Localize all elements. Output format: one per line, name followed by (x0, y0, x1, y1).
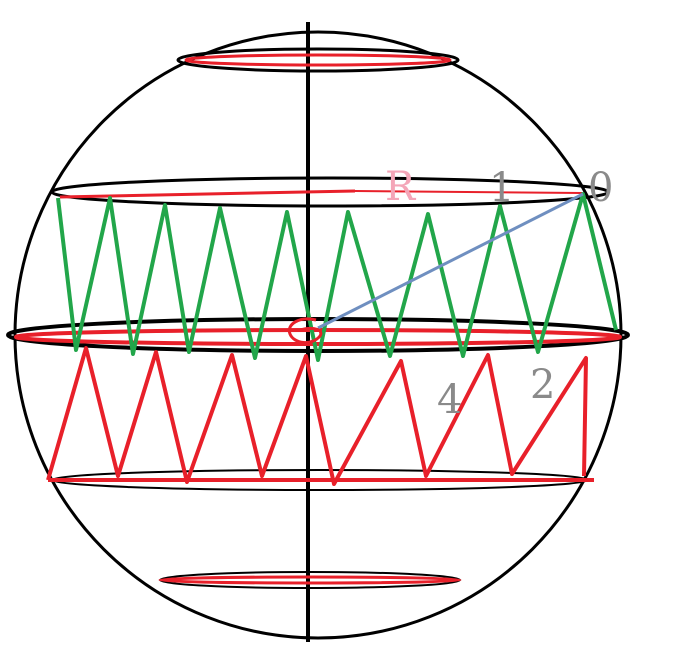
label-point-2: 2 (530, 362, 555, 408)
latitude-bottom-red (158, 575, 462, 585)
radius-line (317, 192, 584, 330)
latitude-upper-red (59, 189, 356, 199)
center-mark (287, 317, 323, 344)
sphere-outline (13, 30, 623, 640)
green-zigzag (56, 192, 618, 362)
latitude-upper-red-right (354, 190, 583, 194)
label-radius: R (385, 164, 417, 210)
latitude-top-red (184, 53, 452, 67)
latitude-upper (50, 176, 610, 208)
label-point-0: 0 (588, 165, 613, 211)
latitude-top (176, 47, 460, 73)
red-zigzag (46, 346, 588, 486)
label-point-1: 1 (489, 165, 514, 211)
label-point-4: 4 (437, 377, 462, 423)
